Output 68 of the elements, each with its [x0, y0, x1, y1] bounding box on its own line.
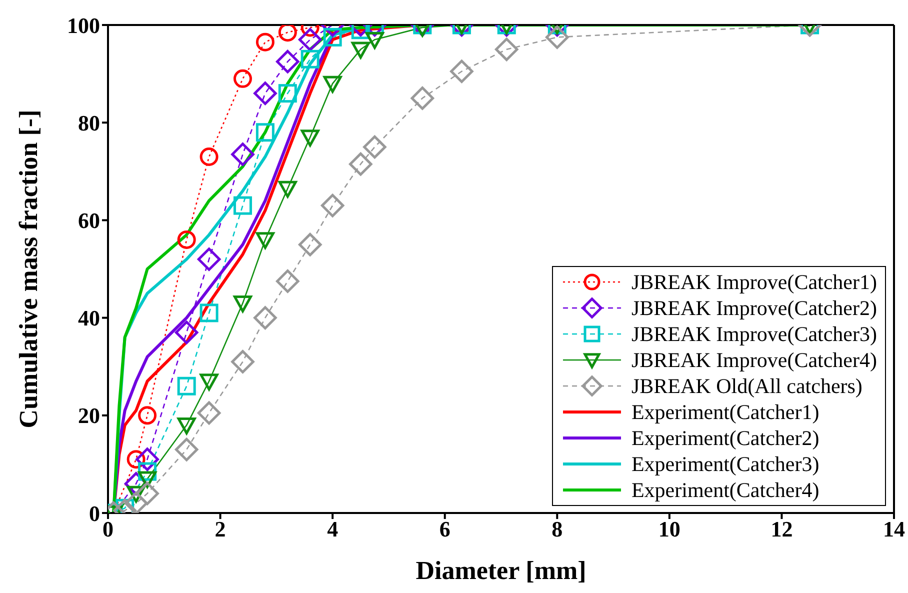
x-tick-label: 4	[327, 516, 338, 542]
point	[200, 374, 218, 390]
point	[177, 230, 196, 249]
point	[197, 248, 221, 271]
point	[231, 142, 254, 166]
point	[233, 196, 252, 215]
legend-label: JBREAK Old(All catchers)	[631, 373, 862, 399]
legend-label: JBREAK Improve(Catcher3)	[631, 321, 877, 347]
x-tick-label: 14	[883, 516, 905, 542]
x-tick-label: 6	[439, 516, 450, 542]
legend-label: Experiment(Catcher1)	[631, 399, 820, 425]
x-tick-label: 12	[770, 516, 793, 542]
legend-label: Experiment(Catcher2)	[631, 425, 820, 451]
point	[363, 135, 386, 159]
point	[138, 471, 157, 488]
point	[256, 123, 274, 142]
point	[323, 28, 342, 46]
point	[200, 304, 218, 322]
point	[494, 38, 518, 62]
point	[174, 320, 198, 344]
point	[298, 232, 322, 256]
point	[323, 76, 342, 93]
point	[300, 50, 320, 68]
point	[545, 26, 569, 49]
point	[298, 28, 322, 52]
point	[278, 25, 297, 42]
point	[276, 270, 300, 293]
point	[254, 306, 277, 330]
point	[256, 32, 274, 52]
point	[200, 148, 218, 166]
legend-label: JBREAK Improve(Catcher4)	[631, 347, 877, 373]
point	[278, 180, 297, 198]
y-tick-label: 40	[78, 306, 100, 331]
y-tick-label: 100	[67, 12, 100, 38]
point	[450, 60, 474, 84]
point	[177, 418, 196, 434]
point	[276, 50, 300, 74]
legend-label: JBREAK Improve(Catcher2)	[631, 295, 877, 321]
point	[138, 406, 157, 425]
x-axis-title: Diameter [mm]	[416, 556, 586, 585]
x-tick-label: 2	[214, 516, 226, 542]
y-tick-label: 60	[78, 208, 100, 234]
point	[174, 438, 198, 462]
point	[410, 86, 434, 110]
y-axis-title: Cumulative mass fraction [-]	[14, 110, 44, 428]
point	[320, 194, 344, 218]
point	[233, 296, 252, 312]
y-tick-label: 80	[78, 110, 100, 136]
x-tick-label: 8	[552, 516, 563, 542]
point	[256, 232, 274, 249]
y-tick-label: 20	[78, 403, 100, 428]
point	[197, 401, 221, 425]
legend-label: JBREAK Improve(Catcher1)	[631, 269, 877, 295]
point	[365, 32, 384, 49]
x-tick-label: 10	[658, 516, 680, 542]
point	[177, 376, 196, 396]
point	[136, 482, 159, 506]
point	[278, 84, 297, 103]
y-tick-label: 0	[89, 500, 100, 526]
point	[233, 69, 252, 88]
legend-label: Experiment(Catcher3)	[631, 451, 820, 477]
point	[300, 130, 320, 146]
legend-label: Experiment(Catcher4)	[631, 477, 820, 503]
point	[254, 82, 277, 105]
point	[351, 42, 370, 59]
point	[231, 350, 254, 374]
point	[348, 152, 372, 176]
point	[124, 492, 148, 513]
